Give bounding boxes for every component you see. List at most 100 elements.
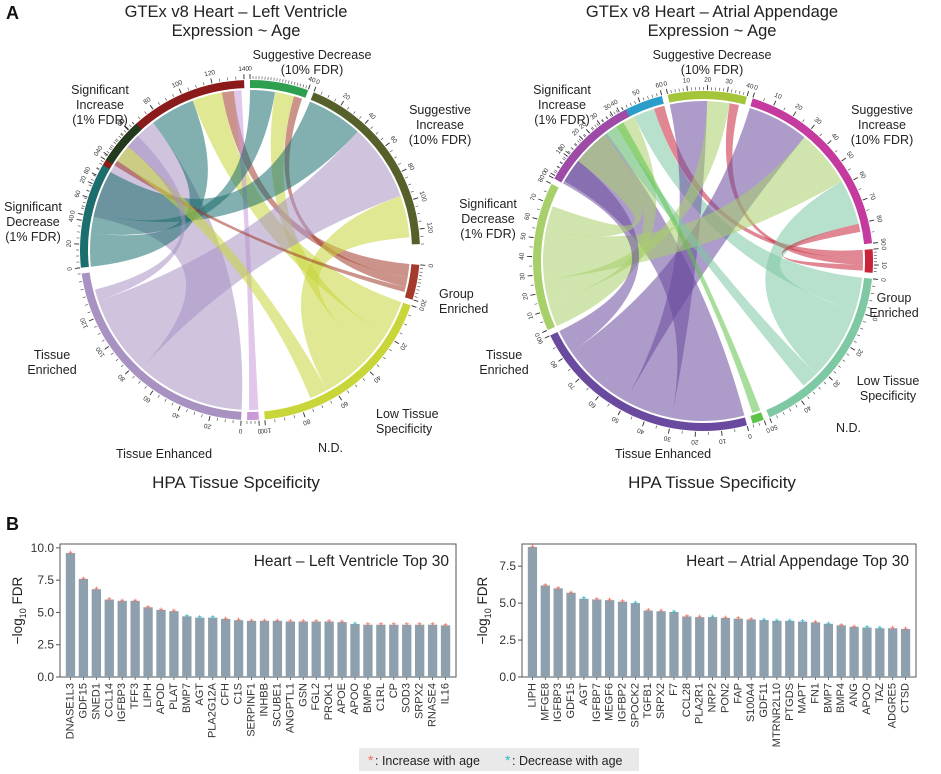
major-tick — [82, 195, 88, 198]
major-tick — [178, 88, 182, 94]
y-tick-label: 0.0 — [499, 670, 516, 684]
y-tick-label: 5.0 — [499, 596, 516, 610]
significance-star: * — [762, 616, 767, 628]
x-tick-label: BMP7 — [822, 683, 834, 713]
x-tick-label: F7 — [668, 683, 680, 696]
x-tick-label: SCUBE1 — [271, 683, 283, 727]
minor-tick — [416, 289, 420, 291]
minor-tick — [131, 121, 135, 125]
x-tick-label: RNASE4 — [427, 683, 439, 727]
legend-up-label: : Increase with age — [375, 754, 480, 768]
bar — [682, 616, 692, 677]
minor-tick — [846, 353, 850, 356]
minor-tick — [563, 156, 567, 159]
major-tick — [149, 104, 154, 110]
minor-tick — [88, 184, 92, 187]
minor-tick — [383, 356, 386, 360]
tick-label: 140 — [238, 66, 249, 73]
minor-tick — [559, 161, 563, 165]
legend-down-label: : Decrease with age — [512, 754, 623, 768]
minor-tick — [195, 84, 197, 88]
x-tick-label: IGFBP3 — [116, 683, 128, 722]
minor-tick — [562, 158, 566, 161]
x-tick-label: PTGDS — [784, 683, 796, 721]
tick-label: 0 — [315, 78, 321, 86]
sector-label-sug_inc: (10% FDR) — [851, 133, 914, 147]
bar — [440, 625, 451, 677]
significance-star: * — [607, 596, 612, 608]
bar — [221, 618, 231, 677]
sector-label-sig_dec: Significant — [4, 200, 62, 214]
tick-label: 60 — [142, 394, 152, 404]
x-tick-label: PON2 — [719, 683, 731, 713]
minor-tick — [739, 90, 741, 94]
significance-star: * — [891, 624, 896, 636]
significance-star: * — [569, 589, 574, 601]
minor-tick — [129, 124, 132, 128]
major-tick — [528, 236, 534, 239]
bar — [376, 624, 386, 677]
ribbon-sug_dec-to-low — [270, 91, 386, 356]
ribbon-sig_inc-to-low — [192, 92, 402, 336]
minor-tick — [157, 394, 160, 398]
x-tick-label: IL16 — [440, 683, 452, 704]
major-tick — [88, 318, 94, 322]
x-tick-label: LIPH — [526, 683, 538, 708]
ribbon-sug_dec-to-tis — [90, 90, 276, 235]
major-tick — [828, 376, 833, 381]
tick-label: 20 — [691, 438, 699, 445]
tick-label: 40 — [95, 144, 105, 154]
minor-tick — [870, 292, 874, 295]
tick-label: 20 — [418, 298, 427, 307]
minor-tick — [418, 278, 422, 280]
major-tick — [87, 181, 93, 184]
x-tick-label: TGFB1 — [642, 683, 654, 718]
tick-label: 10 — [880, 262, 887, 270]
major-tick — [665, 88, 668, 94]
major-tick — [413, 299, 419, 302]
minor-tick — [731, 89, 733, 93]
sector-arc-sig_dec — [554, 109, 630, 183]
minor-tick — [144, 385, 147, 389]
x-tick-label: MAPT — [797, 683, 809, 714]
bar — [772, 620, 782, 677]
minor-tick — [90, 178, 94, 181]
minor-tick — [92, 174, 96, 177]
x-tick-label: CTSD — [900, 683, 912, 713]
sector-label-sig_dec: (1% FDR) — [5, 230, 61, 244]
sector-label-tis: Tissue — [486, 348, 522, 362]
minor-tick — [601, 119, 605, 122]
tick-label: 20 — [794, 103, 804, 113]
bar — [324, 621, 334, 677]
sector-arc-tis — [533, 183, 559, 331]
bar — [656, 611, 666, 677]
tick-label: 20 — [341, 92, 351, 102]
x-tick-label: LIPH — [142, 683, 154, 708]
significance-star: * — [366, 621, 371, 633]
tick-label: 60 — [655, 81, 664, 90]
minor-tick — [823, 381, 827, 385]
x-tick-label: TAZ — [874, 683, 886, 703]
x-tick-label: APOO — [349, 683, 361, 715]
minor-tick — [118, 135, 122, 139]
major-tick — [869, 219, 875, 222]
significance-star: * — [133, 597, 138, 609]
major-tick — [177, 405, 181, 411]
sector-arc-nd — [750, 412, 764, 424]
minor-tick — [144, 111, 147, 115]
major-tick — [763, 420, 767, 426]
minor-tick — [582, 134, 586, 138]
ribbons — [543, 101, 864, 421]
tick-label: 80 — [406, 162, 416, 172]
x-tick-label: GDF15 — [77, 683, 89, 718]
minor-tick — [607, 403, 610, 407]
ribbon-sug_inc-to-tis — [543, 137, 842, 280]
major-tick — [538, 198, 544, 202]
bar — [272, 620, 283, 677]
bar — [669, 611, 679, 677]
chord-aa-title-line2: Expression ~ Age — [648, 22, 777, 40]
minor-tick — [629, 102, 632, 106]
bar — [130, 600, 140, 677]
tick-label: 90 — [879, 238, 887, 246]
tick-label: 0 — [238, 427, 242, 434]
